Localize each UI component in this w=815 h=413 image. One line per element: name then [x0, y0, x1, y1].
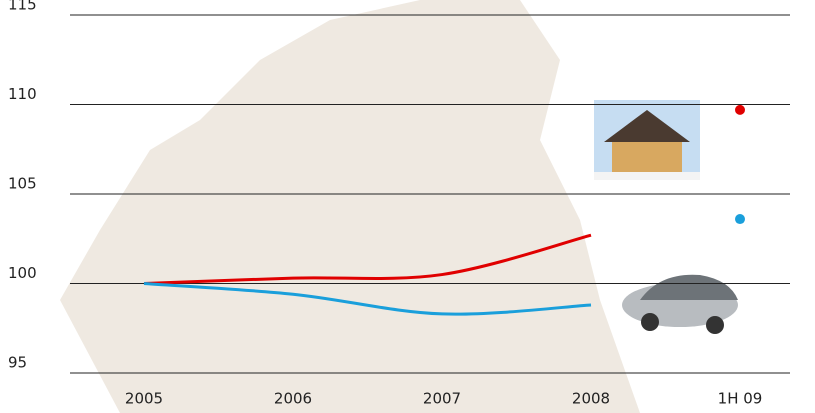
x-tick-label: 2006 [274, 390, 312, 408]
x-tick-label: 2007 [423, 390, 461, 408]
data-point [735, 105, 745, 115]
y-tick-label: 105 [8, 175, 37, 193]
page: 9510010511011520052006200720081H 09 (() … [0, 0, 815, 413]
house-image [594, 100, 700, 180]
data-point [735, 214, 745, 224]
y-tick-label: 95 [8, 354, 27, 372]
background-map [60, 0, 640, 413]
y-tick-label: 115 [8, 0, 37, 14]
x-tick-label: 2005 [125, 390, 163, 408]
x-tick-label: 2008 [572, 390, 610, 408]
y-tick-label: 100 [8, 264, 37, 282]
chart: 95 100 105 110 115 2005 2006 2007 2008 1H 09 [0, 0, 815, 413]
x-tick-label: 1H 09 [718, 390, 763, 408]
y-tick-label: 110 [8, 85, 37, 103]
